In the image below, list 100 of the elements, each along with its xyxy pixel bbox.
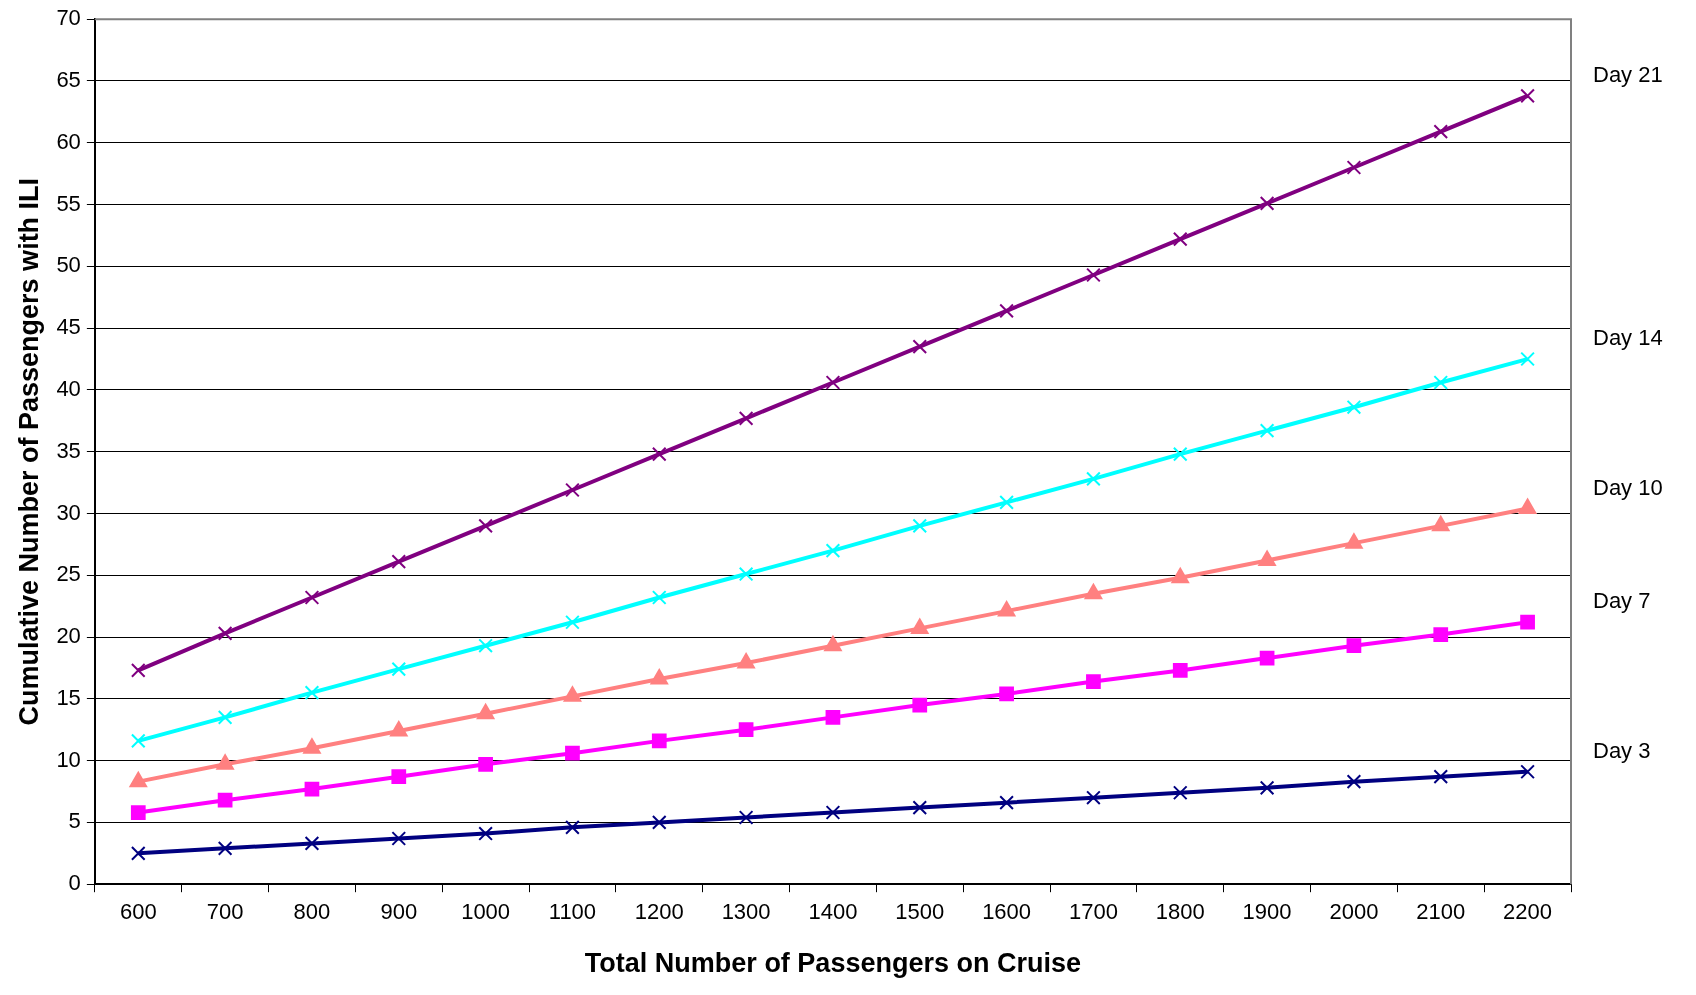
point bbox=[1086, 790, 1101, 806]
point bbox=[565, 819, 580, 835]
point bbox=[912, 339, 928, 355]
y-tick-label: 70 bbox=[56, 5, 81, 31]
point bbox=[825, 375, 841, 390]
point bbox=[1520, 764, 1535, 780]
point bbox=[912, 697, 928, 713]
text: Day 10 bbox=[1593, 474, 1663, 500]
point bbox=[391, 661, 407, 677]
x-tick-label: 1700 bbox=[1068, 899, 1118, 925]
point bbox=[651, 815, 667, 830]
point bbox=[565, 745, 580, 761]
point bbox=[651, 590, 667, 605]
text: Day 3 bbox=[1593, 737, 1651, 763]
x-tick-label: 1200 bbox=[634, 899, 684, 925]
point bbox=[1259, 195, 1275, 211]
x-tick-label: 600 bbox=[119, 899, 157, 925]
y-tick-label: 30 bbox=[56, 499, 81, 525]
x-tick-label: 700 bbox=[206, 899, 244, 925]
point bbox=[565, 614, 580, 630]
x-axis-title: Total Number of Passengers on Cruise bbox=[584, 948, 1081, 979]
point bbox=[478, 826, 493, 841]
y-tick-label: 5 bbox=[68, 808, 81, 834]
x-tick-label: 1500 bbox=[895, 899, 945, 925]
y-tick-label: 45 bbox=[56, 314, 81, 340]
point bbox=[912, 518, 928, 534]
point bbox=[1520, 351, 1535, 367]
x-tick-label: 800 bbox=[293, 899, 331, 925]
y-tick-label: 35 bbox=[56, 437, 81, 463]
point bbox=[565, 482, 580, 498]
point bbox=[1346, 638, 1362, 654]
point bbox=[1172, 663, 1188, 678]
point bbox=[1172, 231, 1188, 247]
point bbox=[1086, 471, 1101, 487]
x-tick-label: 2100 bbox=[1416, 899, 1466, 925]
point bbox=[1086, 267, 1101, 283]
x-tick-label: 2200 bbox=[1503, 899, 1553, 925]
point bbox=[130, 805, 146, 820]
x-tick-label: 1100 bbox=[548, 899, 597, 925]
point bbox=[1433, 769, 1449, 785]
x-tick-label: 1900 bbox=[1242, 899, 1292, 925]
point bbox=[1433, 124, 1449, 140]
text: Day 14 bbox=[1593, 325, 1663, 351]
y-tick-label: 25 bbox=[56, 561, 81, 587]
point bbox=[478, 638, 493, 654]
point bbox=[391, 769, 407, 785]
y-tick-label: 65 bbox=[56, 67, 81, 93]
point bbox=[738, 722, 754, 738]
point bbox=[1433, 375, 1449, 390]
y-tick-label: 55 bbox=[56, 190, 81, 216]
point bbox=[1346, 399, 1362, 415]
point bbox=[651, 733, 667, 749]
point bbox=[130, 845, 146, 861]
point bbox=[999, 495, 1014, 510]
point bbox=[1520, 88, 1535, 104]
x-tick-label: 1800 bbox=[1155, 899, 1205, 925]
point bbox=[1172, 785, 1188, 801]
point bbox=[391, 554, 407, 570]
point bbox=[217, 841, 233, 856]
y-tick-label: 10 bbox=[56, 746, 81, 772]
point bbox=[1346, 774, 1362, 789]
point bbox=[304, 590, 320, 605]
point bbox=[999, 303, 1014, 319]
point bbox=[391, 831, 407, 846]
x-tick-label: 1400 bbox=[808, 899, 858, 925]
point bbox=[738, 410, 754, 426]
point bbox=[738, 810, 754, 825]
point bbox=[217, 625, 233, 641]
point bbox=[1520, 614, 1535, 630]
point bbox=[478, 756, 493, 772]
point bbox=[1259, 423, 1275, 439]
point bbox=[1346, 160, 1362, 175]
point bbox=[999, 686, 1014, 702]
point bbox=[304, 781, 320, 797]
point bbox=[825, 805, 841, 820]
point bbox=[1086, 674, 1101, 689]
y-tick-label: 0 bbox=[68, 870, 81, 896]
point bbox=[999, 795, 1014, 811]
x-tick-label: 1300 bbox=[721, 899, 771, 925]
x-tick-label: 1000 bbox=[461, 899, 511, 925]
y-tick-label: 20 bbox=[56, 623, 81, 649]
x-tick-label: 2000 bbox=[1329, 899, 1379, 925]
point bbox=[651, 446, 667, 462]
y-tick-label: 50 bbox=[56, 252, 81, 278]
point bbox=[304, 836, 320, 851]
point bbox=[217, 792, 233, 808]
y-axis-title: Cumulative Number of Passengers with ILI bbox=[13, 177, 44, 726]
point bbox=[738, 566, 754, 582]
y-tick-label: 60 bbox=[56, 128, 81, 154]
y-tick-label: 15 bbox=[56, 684, 81, 710]
point bbox=[478, 518, 493, 534]
y-tick-label: 40 bbox=[56, 375, 81, 401]
point bbox=[912, 800, 928, 815]
point bbox=[1259, 650, 1275, 666]
x-tick-label: 1600 bbox=[982, 899, 1032, 925]
point bbox=[217, 710, 233, 725]
point bbox=[130, 733, 146, 749]
point bbox=[1259, 780, 1275, 796]
text: Day 7 bbox=[1593, 588, 1651, 614]
point bbox=[825, 710, 841, 725]
